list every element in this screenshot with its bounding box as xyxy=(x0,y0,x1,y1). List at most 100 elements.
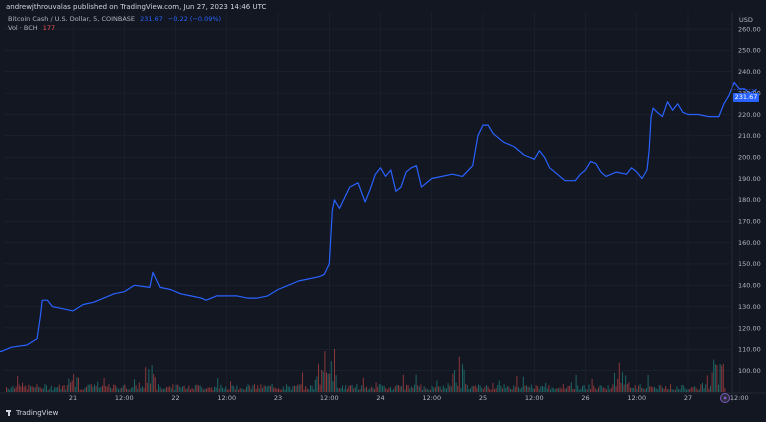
volume-bar xyxy=(268,385,270,392)
volume-bar xyxy=(55,387,57,392)
volume-bar xyxy=(9,389,11,392)
volume-bar xyxy=(652,387,654,392)
volume-bar xyxy=(402,374,404,392)
volume-bar xyxy=(598,387,599,392)
volume-bar xyxy=(321,369,323,392)
price-point xyxy=(492,133,494,135)
volume-bar xyxy=(444,387,446,392)
volume-bar xyxy=(206,388,207,392)
volume-bar xyxy=(270,385,271,392)
volume-bar xyxy=(570,382,572,392)
settings-icon[interactable] xyxy=(720,393,730,403)
volume-bar xyxy=(510,388,511,392)
symbol-legend[interactable]: Bitcoin Cash / U.S. Dollar, 5, COINBASE … xyxy=(8,15,224,23)
volume-bar xyxy=(158,384,159,392)
volume-bar xyxy=(508,386,510,392)
price-point xyxy=(205,299,207,301)
volume-bar xyxy=(254,384,255,392)
volume-bar xyxy=(636,389,638,392)
price-point xyxy=(585,169,586,171)
price-point xyxy=(533,158,535,160)
price-point xyxy=(390,169,392,171)
price-point xyxy=(82,304,84,305)
volume-bar xyxy=(63,385,65,392)
volume-bar xyxy=(505,388,507,392)
volume-bar xyxy=(57,387,59,392)
volume-bar xyxy=(700,384,702,392)
volume-bar xyxy=(215,387,217,392)
volume-bar xyxy=(130,387,132,392)
volume-bar xyxy=(615,386,617,392)
volume-bar xyxy=(644,389,646,392)
volume-legend[interactable]: Vol · BCH 177 xyxy=(8,24,58,32)
price-point xyxy=(380,167,381,169)
price-point xyxy=(718,116,720,117)
y-tick-label: 240.00 xyxy=(738,68,761,76)
volume-bar xyxy=(538,389,540,392)
volume-bar xyxy=(230,381,231,392)
volume-bar xyxy=(113,384,115,392)
volume-bar xyxy=(330,361,332,392)
volume-bar xyxy=(590,389,591,392)
volume-bar xyxy=(409,388,411,392)
volume-bar xyxy=(495,388,497,392)
x-tick-label: 22 xyxy=(171,394,179,402)
volume-bar xyxy=(655,388,657,392)
price-point xyxy=(149,287,151,288)
volume-bar xyxy=(540,386,542,392)
price-point xyxy=(477,135,479,137)
volume-bar xyxy=(127,389,129,392)
volume-bar xyxy=(431,386,433,392)
volume-bar xyxy=(522,376,524,392)
volume-bar xyxy=(108,384,110,392)
volume-bar xyxy=(260,384,262,392)
volume-bar xyxy=(577,385,579,392)
tradingview-logo[interactable]: TradingView xyxy=(6,409,58,417)
volume-bar xyxy=(378,384,380,392)
time-axis[interactable]: 21 12:00 22 12:00 23 12:00 24 12:00 25 12:00 26 12:… xyxy=(0,392,766,402)
price-point xyxy=(287,284,289,286)
volume-bar xyxy=(337,388,339,392)
price-point xyxy=(544,156,545,158)
price-point xyxy=(226,295,228,297)
volume-bar xyxy=(172,384,174,392)
volume-bar xyxy=(47,389,49,392)
volume-bar xyxy=(647,374,649,392)
volume-bar xyxy=(246,386,247,392)
x-tick-label: 21 xyxy=(69,394,77,402)
volume-bar xyxy=(343,389,345,392)
volume-bar xyxy=(282,386,284,392)
volume-bar xyxy=(150,383,151,392)
volume-bar xyxy=(374,389,375,392)
price-point xyxy=(650,116,652,117)
volume-bar xyxy=(223,389,225,392)
volume-bar xyxy=(217,378,219,392)
tradingview-icon xyxy=(6,410,14,416)
volume-bar xyxy=(449,385,451,392)
volume-bar xyxy=(161,389,163,392)
volume-bar xyxy=(258,388,260,392)
volume-bar xyxy=(95,386,97,392)
price-point xyxy=(72,310,74,312)
volume-bar xyxy=(428,389,430,392)
price-axis[interactable]: 260.00250.00240.00230.00220.00210.00200.… xyxy=(731,12,761,402)
price-point xyxy=(180,293,182,295)
volume-bar xyxy=(714,364,716,392)
price-point xyxy=(697,114,699,115)
volume-bar xyxy=(586,389,588,392)
price-point xyxy=(426,182,427,184)
price-point xyxy=(11,346,12,348)
volume-bar xyxy=(145,367,147,392)
price-point xyxy=(646,169,648,171)
volume-bar xyxy=(262,388,263,392)
price-point xyxy=(26,344,28,346)
volume-bar xyxy=(23,386,25,392)
price-point xyxy=(672,109,673,111)
volume-bar xyxy=(103,378,105,392)
price-point xyxy=(277,289,279,290)
publication-caption: andrewjthrouvalas published on TradingVi… xyxy=(6,3,267,11)
volume-bar xyxy=(193,389,195,392)
volume-bar xyxy=(678,388,679,392)
volume-bar xyxy=(319,384,321,392)
